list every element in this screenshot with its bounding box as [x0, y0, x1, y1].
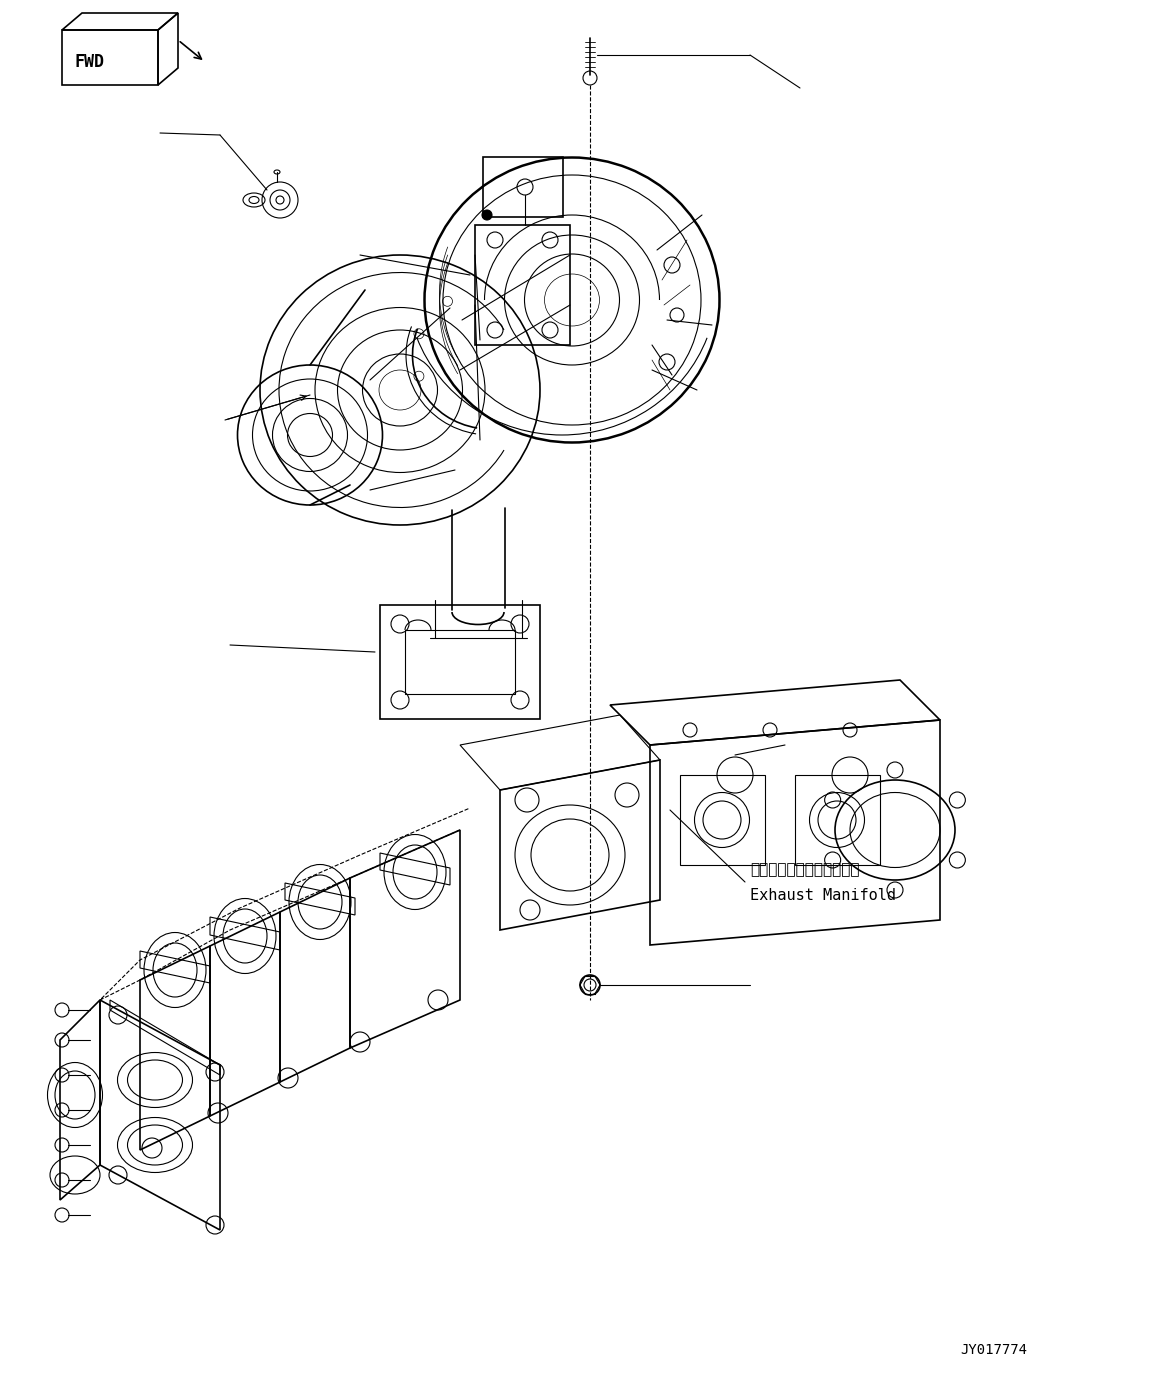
Text: Exhaust Manifold: Exhaust Manifold [750, 888, 896, 903]
Text: JY017774: JY017774 [959, 1343, 1027, 1357]
Bar [475, 226, 570, 345]
Text: FWD: FWD [74, 54, 105, 72]
Bar [795, 775, 880, 866]
Bar [680, 775, 765, 866]
Bar [483, 157, 563, 217]
Text: エキゾーストマニホールド: エキゾーストマニホールド [750, 863, 859, 878]
Circle shape [481, 211, 492, 220]
